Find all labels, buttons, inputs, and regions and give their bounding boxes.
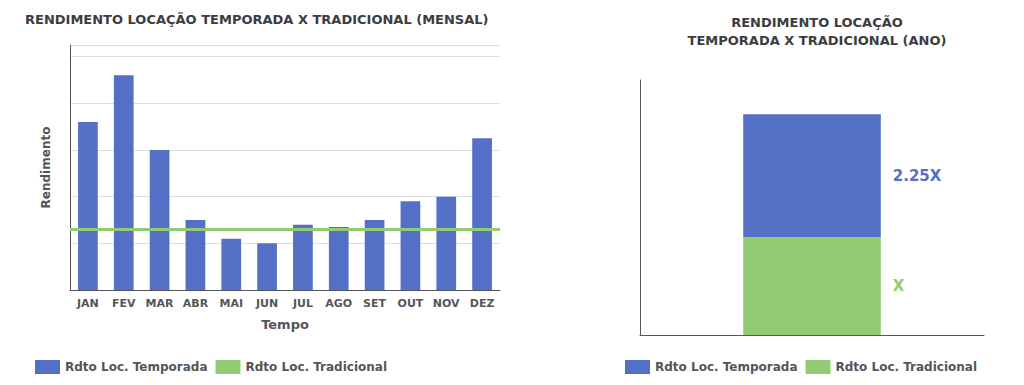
svg-text:Rdto Loc. Temporada: Rdto Loc. Temporada [65,360,208,374]
svg-text:Rdto Loc. Temporada: Rdto Loc. Temporada [655,360,798,374]
svg-text:JUN: JUN [255,297,278,310]
svg-text:2.25X: 2.25X [893,167,942,185]
svg-text:Rendimento: Rendimento [39,127,53,209]
svg-text:MAR: MAR [146,297,174,310]
svg-text:NOV: NOV [433,297,460,310]
svg-text:FEV: FEV [112,297,136,310]
svg-text:ABR: ABR [183,297,209,310]
svg-text:Rdto Loc. Tradicional: Rdto Loc. Tradicional [836,360,978,374]
svg-text:AGO: AGO [325,297,352,310]
svg-text:RENDIMENTO LOCAÇÃO TEMPORADA X: RENDIMENTO LOCAÇÃO TEMPORADA X TRADICION… [25,12,489,27]
svg-text:MAI: MAI [219,297,243,310]
svg-text:JAN: JAN [76,297,99,310]
svg-text:TEMPORADA X TRADICIONAL (ANO): TEMPORADA X TRADICIONAL (ANO) [688,33,947,48]
svg-text:X: X [893,277,905,295]
svg-text:SET: SET [363,297,386,310]
svg-text:JUL: JUL [292,297,313,310]
svg-text:OUT: OUT [398,297,424,310]
svg-text:DEZ: DEZ [470,297,495,310]
svg-text:Rdto Loc. Tradicional: Rdto Loc. Tradicional [246,360,388,374]
svg-text:Tempo: Tempo [261,317,309,332]
svg-text:RENDIMENTO LOCAÇÃO: RENDIMENTO LOCAÇÃO [731,15,903,30]
